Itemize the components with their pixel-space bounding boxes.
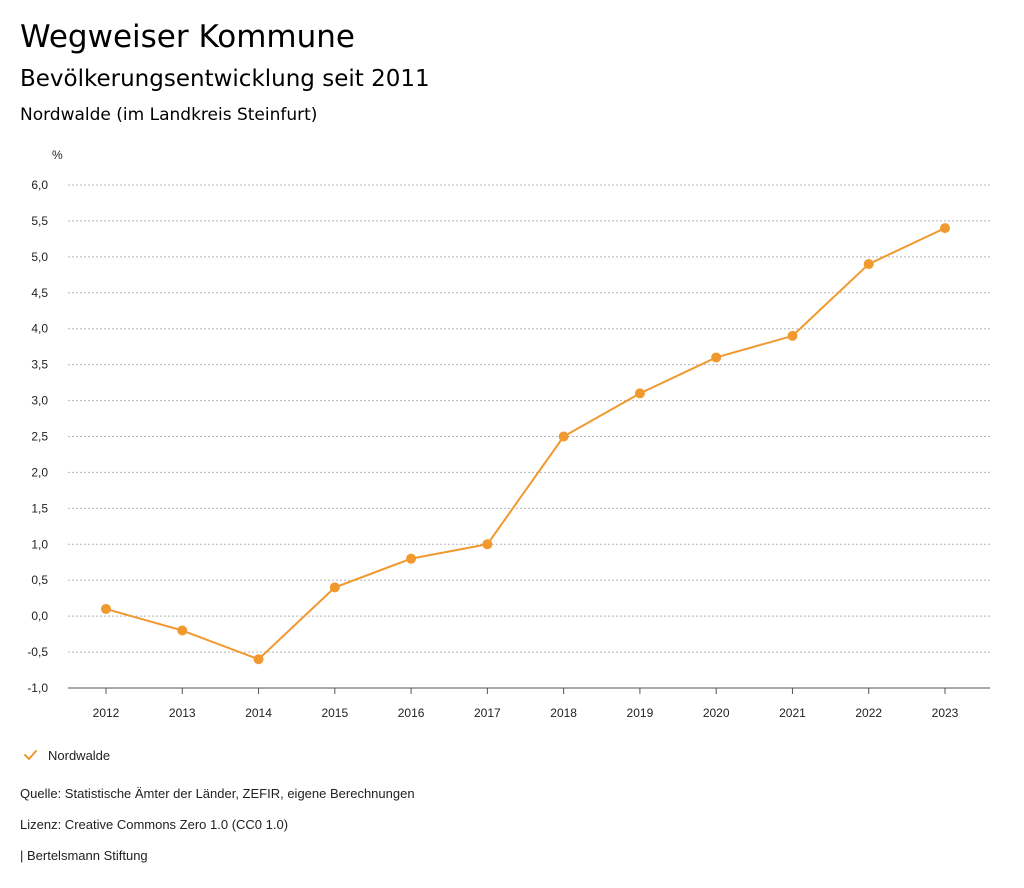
series-layer	[101, 223, 950, 665]
y-tick-label: 0,0	[31, 609, 48, 623]
data-point[interactable]	[940, 223, 950, 234]
data-point[interactable]	[329, 582, 340, 593]
page-title: Wegweiser Kommune	[20, 19, 355, 55]
y-tick-label: 1,0	[31, 537, 48, 551]
x-tick-label: 2020	[703, 706, 730, 720]
y-unit-label: %	[52, 148, 63, 162]
data-point[interactable]	[482, 539, 493, 550]
line-chart: % -1,0 -0,5 0,0 0,5 1,0 1,5 2,0 2,5 3,0 3,5 4,0 4,5…	[27, 148, 990, 720]
license-note: Lizenz: Creative Commons Zero 1.0 (CC0 1…	[20, 817, 289, 832]
y-tick-label: 3,0	[31, 394, 48, 408]
x-tick-label: 2022	[855, 706, 882, 720]
y-tick-label: 4,5	[31, 286, 48, 300]
data-point[interactable]	[101, 603, 111, 614]
legend[interactable]: Nordwalde	[22, 744, 110, 766]
data-point[interactable]	[406, 553, 417, 564]
x-tick-label: 2017	[474, 706, 501, 720]
x-tick-label: 2021	[779, 706, 806, 720]
region-label: Nordwalde (im Landkreis Steinfurt)	[20, 105, 318, 125]
x-tick-label: 2023	[932, 706, 959, 720]
data-point[interactable]	[711, 352, 722, 363]
data-point[interactable]	[787, 330, 798, 341]
x-tick-label: 2014	[245, 706, 272, 720]
x-axis: 2012 2013 2014 2015 2016 2017 2018 2019 2020 2021…	[68, 687, 990, 720]
series-line	[105, 227, 946, 661]
checkmark-icon	[24, 750, 37, 760]
data-point[interactable]	[558, 431, 569, 442]
x-tick-label: 2019	[627, 706, 654, 720]
publisher-note: | Bertelsmann Stiftung	[20, 848, 148, 863]
x-tick-label: 2013	[169, 706, 196, 720]
y-tick-label: 4,0	[31, 322, 48, 336]
y-tick-label: 5,5	[31, 214, 48, 228]
x-tick-label: 2012	[93, 706, 120, 720]
x-tick-label: 2015	[321, 706, 348, 720]
data-point[interactable]	[253, 654, 264, 665]
grid-lines	[68, 184, 990, 689]
chart-subtitle: Bevölkerungsentwicklung seit 2011	[20, 66, 430, 92]
y-tick-label: 2,5	[31, 430, 48, 444]
x-tick-label: 2016	[398, 706, 425, 720]
legend-label: Nordwalde	[48, 747, 111, 763]
data-point[interactable]	[634, 388, 645, 399]
x-tick-label: 2018	[550, 706, 577, 720]
y-tick-label: 0,5	[31, 573, 48, 587]
y-tick-label: 1,5	[31, 501, 48, 515]
y-tick-label: 2,0	[31, 465, 48, 479]
y-axis-ticks: -1,0 -0,5 0,0 0,5 1,0 1,5 2,0 2,5 3,0 3,5 4,0 4,5 5,…	[27, 178, 48, 695]
y-tick-label: 5,0	[31, 250, 48, 264]
y-tick-label: 3,5	[31, 358, 48, 372]
source-note: Quelle: Statistische Ämter der Länder, Z…	[20, 786, 415, 801]
data-point[interactable]	[177, 625, 188, 636]
data-point[interactable]	[863, 259, 874, 270]
y-tick-label: -1,0	[27, 681, 48, 695]
y-tick-label: -0,5	[27, 645, 48, 659]
y-tick-label: 6,0	[31, 178, 48, 192]
